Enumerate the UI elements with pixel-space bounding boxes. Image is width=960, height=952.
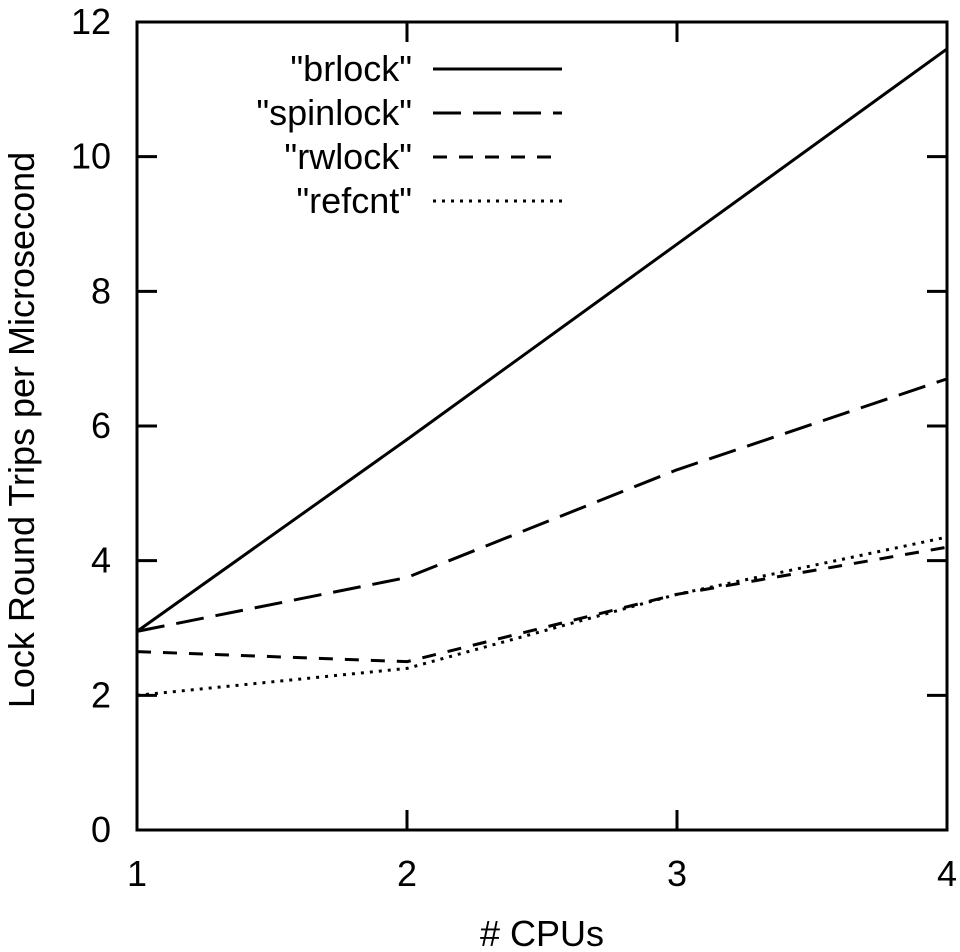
x-tick-label-2: 2 [397, 853, 417, 894]
series-line-1 [136, 377, 948, 633]
legend-label-0: "brlock" [290, 48, 412, 89]
y-tick-label-10: 10 [71, 136, 111, 177]
series-line-0 [136, 47, 948, 633]
axis-ticks [135, 20, 949, 832]
series-line-3 [136, 535, 948, 697]
legend: "brlock""spinlock""rwlock""refcnt" [256, 48, 562, 221]
plot-border [135, 20, 949, 832]
series-lines [136, 47, 948, 697]
y-tick-label-8: 8 [91, 270, 111, 311]
x-tick-label-3: 3 [667, 853, 687, 894]
y-tick-label-4: 4 [91, 540, 111, 581]
y-tick-label-6: 6 [91, 405, 111, 446]
y-axis-title: Lock Round Trips per Microsecond [1, 152, 42, 708]
y-tick-label-0: 0 [91, 809, 111, 850]
legend-label-2: "rwlock" [284, 136, 412, 177]
plot-frame [135, 20, 949, 832]
x-axis-title: # CPUs [480, 913, 604, 952]
legend-label-3: "refcnt" [296, 180, 412, 221]
y-tick-label-2: 2 [91, 674, 111, 715]
x-tick-label-1: 1 [127, 853, 147, 894]
series-line-2 [136, 545, 948, 664]
legend-label-1: "spinlock" [256, 92, 412, 133]
y-tick-label-12: 12 [71, 1, 111, 42]
x-tick-label-4: 4 [937, 853, 957, 894]
